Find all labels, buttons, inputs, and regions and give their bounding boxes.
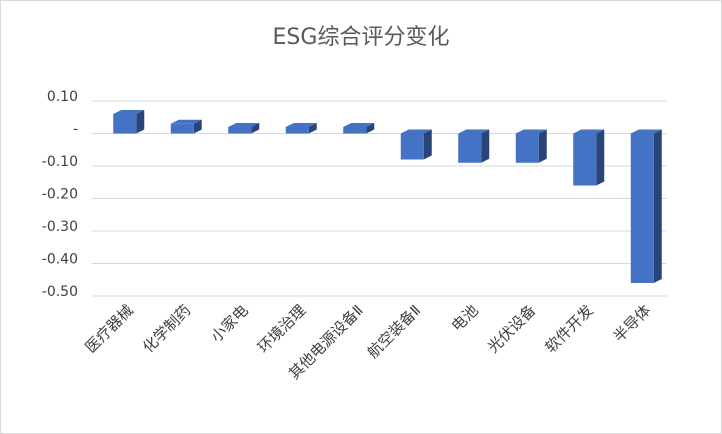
bar xyxy=(400,133,424,160)
bar-side xyxy=(596,129,605,186)
bar-top xyxy=(400,129,432,134)
chart-title: ESG综合评分变化 xyxy=(273,25,450,50)
bar-side xyxy=(481,129,490,163)
y-tick-label: 0.10 xyxy=(47,89,78,105)
bar-top xyxy=(515,129,547,134)
bar xyxy=(343,127,367,134)
y-tick-label: -0.50 xyxy=(42,284,78,300)
bar xyxy=(458,133,482,163)
bar-top xyxy=(573,129,605,134)
bar-top xyxy=(343,123,375,127)
bar-side xyxy=(423,129,432,160)
y-tick-label: -0.20 xyxy=(42,187,78,203)
bar xyxy=(228,127,252,134)
bar-side xyxy=(653,129,662,283)
bar-top xyxy=(170,119,202,124)
bar-side xyxy=(193,119,202,134)
bar-top xyxy=(630,129,662,134)
y-tick-label: -0.30 xyxy=(42,219,78,235)
bar xyxy=(515,133,539,163)
y-tick-label: -0.40 xyxy=(42,252,78,268)
bar-side xyxy=(538,129,547,163)
bar-side xyxy=(308,123,317,134)
bar-top xyxy=(228,123,260,127)
bar-side xyxy=(136,110,145,134)
bar xyxy=(113,114,137,134)
bar xyxy=(285,127,309,134)
y-tick-label: -0.10 xyxy=(42,154,78,170)
bar-top xyxy=(458,129,490,134)
bar-top xyxy=(113,110,145,114)
bar-top xyxy=(285,123,317,127)
bar xyxy=(170,123,194,134)
bar xyxy=(630,133,654,283)
y-tick-label: - xyxy=(73,122,78,138)
bar xyxy=(573,133,597,186)
bar-side xyxy=(366,123,375,134)
bar-side xyxy=(251,123,260,134)
